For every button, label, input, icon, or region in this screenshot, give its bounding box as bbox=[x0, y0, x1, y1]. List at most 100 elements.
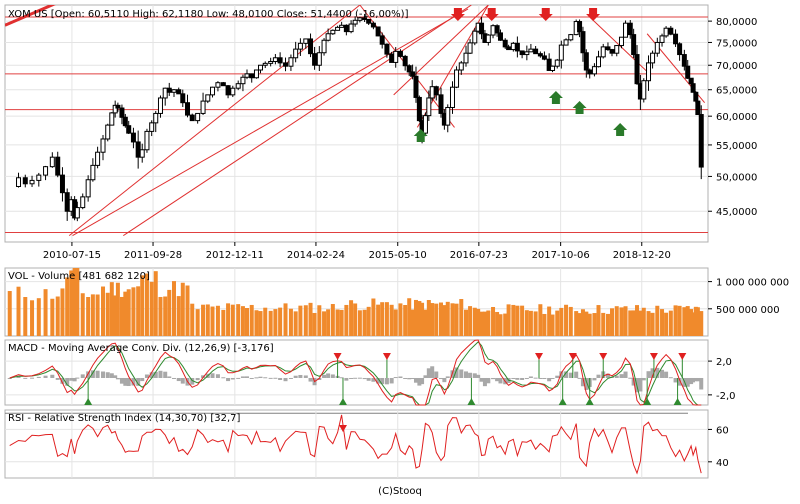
macd-histogram-bar bbox=[119, 377, 124, 384]
candle-body bbox=[627, 22, 633, 36]
price-content bbox=[5, 5, 708, 237]
macd-histogram-bar bbox=[215, 374, 220, 378]
volume-bar bbox=[205, 304, 210, 336]
price-panel: 45,0000 50,0000 55,0000 60,0000 65,0000 70,00… bbox=[5, 5, 757, 261]
candle-body bbox=[36, 174, 42, 181]
macd-histogram-bar bbox=[459, 369, 464, 378]
price-x-tick-label: 2016-07-23 bbox=[450, 250, 508, 261]
volume-bar bbox=[685, 306, 690, 336]
volume-bar bbox=[389, 304, 394, 336]
macd-histogram-bar bbox=[140, 377, 145, 382]
macd-histogram-bar bbox=[559, 371, 564, 378]
macd-histogram-bar bbox=[476, 374, 481, 378]
volume-bar bbox=[574, 311, 579, 336]
macd-histogram-bar bbox=[511, 377, 516, 379]
candle-body bbox=[335, 26, 341, 31]
volume-bar bbox=[693, 306, 698, 336]
macd-histogram-bar bbox=[60, 377, 65, 384]
volume-bar bbox=[601, 312, 606, 336]
candle-body bbox=[467, 42, 473, 54]
macd-histogram-bar bbox=[105, 372, 110, 378]
volume-bar bbox=[221, 309, 226, 336]
candle-body bbox=[205, 94, 211, 102]
macd-histogram-bar bbox=[584, 377, 589, 390]
macd-histogram-bar bbox=[538, 377, 543, 379]
candle-body bbox=[663, 27, 669, 37]
candle-body bbox=[528, 48, 534, 53]
volume-bar bbox=[283, 303, 288, 336]
macd-buy-marker bbox=[643, 398, 652, 405]
price-x-tick-label: 2015-05-10 bbox=[369, 250, 427, 261]
sell-arrow-marker bbox=[484, 8, 499, 21]
volume-bar bbox=[506, 304, 511, 336]
volume-bar bbox=[524, 310, 529, 336]
volume-bar bbox=[176, 296, 181, 336]
candle-body bbox=[100, 138, 106, 153]
macd-histogram-bar bbox=[384, 377, 389, 385]
candle-body bbox=[288, 57, 294, 67]
candle-body bbox=[646, 62, 652, 82]
candle-body bbox=[258, 64, 264, 71]
volume-bar bbox=[72, 268, 77, 336]
volume-bar bbox=[434, 303, 439, 336]
volume-bar bbox=[273, 309, 278, 336]
macd-histogram-bar bbox=[30, 377, 35, 379]
macd-histogram-bar bbox=[685, 377, 690, 387]
candle-body bbox=[293, 48, 299, 59]
macd-sell-marker bbox=[382, 353, 391, 360]
macd-panel: -2,0 2,0 MACD - Moving Average Conv. Div. … bbox=[5, 339, 736, 406]
macd-histogram-bar bbox=[101, 371, 106, 378]
candle-body bbox=[668, 27, 674, 35]
macd-histogram-bar bbox=[283, 377, 288, 382]
macd-histogram-bar bbox=[326, 373, 331, 378]
candle-body bbox=[115, 104, 121, 109]
macd-panel-frame bbox=[4, 339, 709, 406]
candle-body bbox=[215, 82, 221, 88]
macd-histogram-bar bbox=[210, 373, 215, 378]
volume-bar bbox=[171, 281, 176, 336]
volume-bar bbox=[7, 291, 12, 336]
macd-sell-marker bbox=[333, 353, 342, 360]
candle-body bbox=[595, 56, 601, 68]
macd-histogram-bar bbox=[144, 374, 149, 378]
volume-bar bbox=[69, 270, 74, 336]
volume-bar bbox=[498, 314, 503, 336]
macd-histogram-bar bbox=[520, 377, 525, 380]
macd-histogram-bar bbox=[393, 377, 398, 379]
volume-bar bbox=[36, 298, 41, 336]
candle-body bbox=[330, 29, 336, 35]
macd-histogram-bar bbox=[596, 374, 601, 378]
price-y-tick-label: 55,0000 bbox=[716, 141, 757, 152]
candle-body bbox=[698, 114, 704, 168]
macd-histogram-bar bbox=[479, 377, 484, 382]
candle-body bbox=[514, 42, 520, 52]
macd-histogram-bar bbox=[550, 377, 555, 379]
candle-body bbox=[272, 57, 278, 62]
volume-bar bbox=[547, 306, 552, 336]
macd-histogram-bar bbox=[655, 367, 660, 378]
macd-histogram-bar bbox=[288, 377, 293, 379]
volume-bar bbox=[472, 307, 477, 336]
candle-body bbox=[162, 87, 168, 99]
candle-body bbox=[479, 22, 485, 35]
macd-histogram-bar bbox=[568, 372, 573, 378]
vol-y-tick-label: 1 000 000 000 bbox=[716, 278, 789, 289]
candle-body bbox=[693, 91, 699, 102]
macd-histogram-bar bbox=[244, 376, 249, 378]
macd-histogram-bar bbox=[136, 377, 141, 386]
macd-histogram-bar bbox=[268, 377, 273, 379]
macd-histogram-bar bbox=[317, 377, 322, 381]
volume-bar bbox=[344, 304, 349, 336]
volume-bar bbox=[43, 289, 48, 336]
macd-histogram-bar bbox=[398, 376, 403, 378]
macd-histogram-bar bbox=[258, 376, 263, 378]
volume-bar bbox=[190, 303, 195, 336]
candle-body bbox=[454, 69, 460, 88]
candle-body bbox=[29, 179, 35, 185]
macd-histogram-bar bbox=[349, 377, 354, 379]
volume-bar bbox=[65, 277, 70, 336]
buy-arrow-marker bbox=[613, 123, 628, 136]
volume-bar bbox=[610, 308, 615, 336]
price-y-tick-label: 75,0000 bbox=[716, 38, 757, 49]
